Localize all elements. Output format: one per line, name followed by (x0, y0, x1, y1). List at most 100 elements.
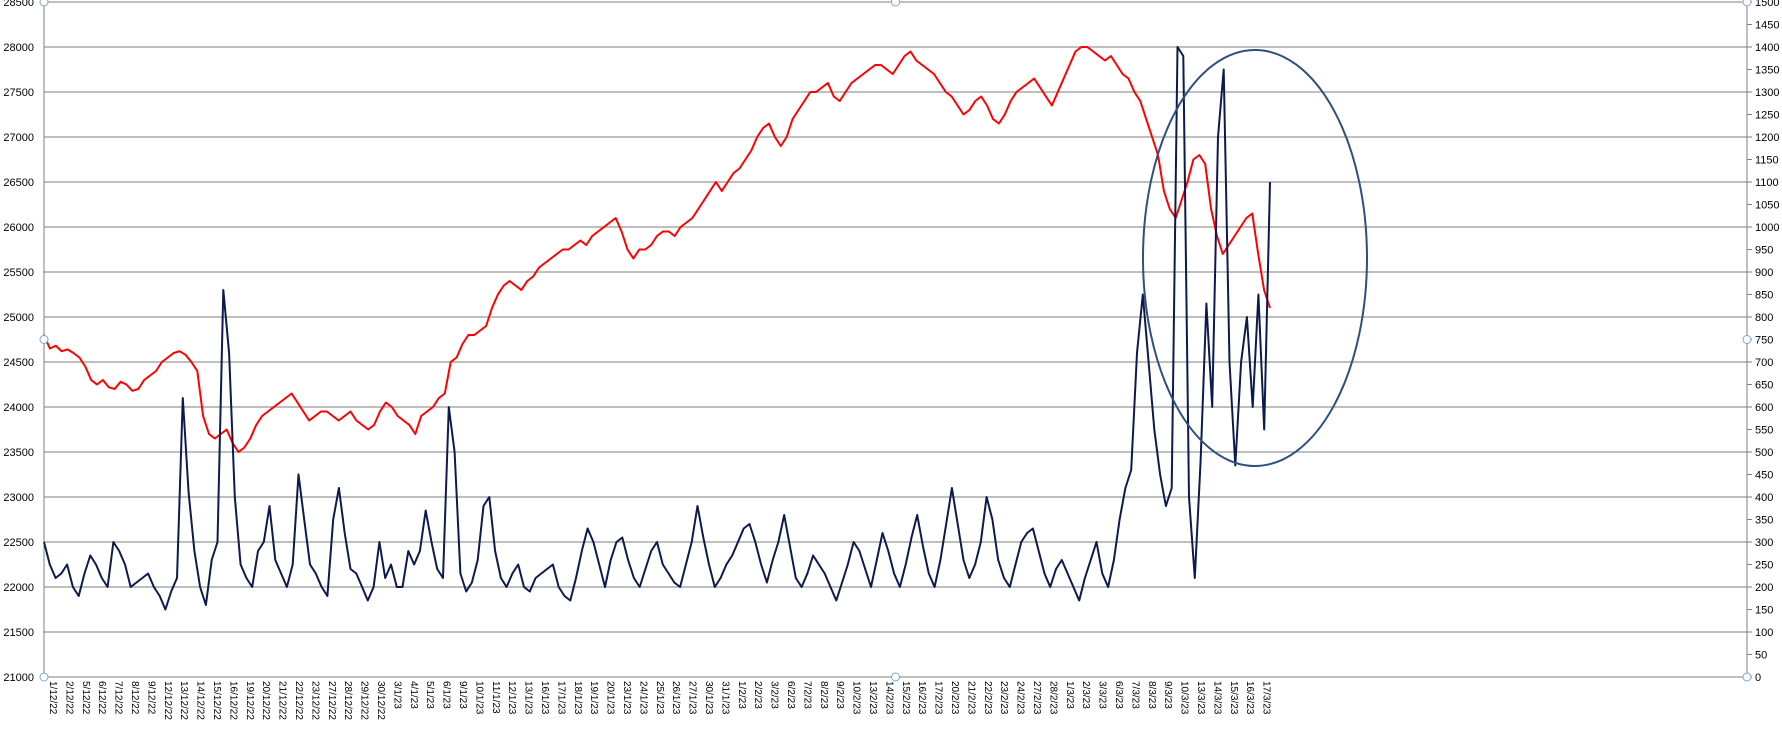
x-tick-label: 16/1/23 (539, 681, 550, 715)
x-tick-label: 16/2/23 (916, 681, 927, 715)
right-y-tick-label: 400 (1755, 492, 1773, 504)
right-y-tick-label: 200 (1755, 582, 1773, 594)
x-tick-label: 24/1/23 (637, 681, 648, 715)
x-tick-label: 3/3/23 (1097, 681, 1108, 709)
right-y-tick-label: 500 (1755, 447, 1773, 459)
series-line-left (43, 46, 1271, 453)
x-tick-label: 9/1/23 (457, 681, 468, 709)
x-axis-labels: 1/12/22 2/12/22 5/12/22 6/12/22 7/12/22 8/12/… (47, 681, 1272, 720)
x-tick-label: 1/2/23 (736, 681, 747, 709)
x-tick-label: 11/1/23 (490, 681, 501, 714)
left-y-tick-label: 23500 (3, 447, 34, 459)
x-tick-label: 7/3/23 (1129, 681, 1140, 709)
right-y-tick-label: 1150 (1755, 155, 1779, 167)
x-tick-label: 3/2/23 (769, 681, 780, 709)
x-tick-label: 15/2/23 (900, 681, 911, 715)
x-tick-label: 12/12/22 (162, 681, 173, 720)
x-tick-label: 14/2/23 (883, 681, 894, 715)
right-y-tick-label: 0 (1755, 672, 1761, 684)
x-tick-label: 2/12/22 (63, 681, 74, 715)
left-y-tick-label: 28000 (3, 42, 34, 54)
right-y-tick-label: 1400 (1755, 42, 1779, 54)
x-tick-label: 17/2/23 (933, 681, 944, 715)
x-tick-label: 7/2/23 (801, 681, 812, 709)
right-y-tick-label: 1200 (1755, 132, 1779, 144)
x-tick-label: 9/12/22 (145, 681, 156, 715)
right-y-tick-label: 950 (1755, 245, 1773, 257)
x-tick-label: 23/12/22 (309, 681, 320, 720)
left-y-axis-labels: 21000 21500 22000 22500 23000 23500 24000 24500… (3, 0, 34, 684)
left-y-tick-label: 24500 (3, 357, 34, 369)
right-y-tick-label: 1000 (1755, 222, 1779, 234)
right-y-tick-label: 300 (1755, 537, 1773, 549)
x-tick-label: 17/1/23 (555, 681, 566, 715)
selection-handle (1742, 335, 1752, 344)
x-tick-label: 27/12/22 (326, 681, 337, 720)
right-y-tick-label: 150 (1755, 605, 1773, 617)
selection-handle (39, 0, 49, 7)
highlight-ellipse (1142, 49, 1368, 467)
right-y-tick-label: 1300 (1755, 87, 1779, 99)
left-y-tick-label: 28500 (3, 0, 34, 9)
x-tick-label: 19/12/22 (244, 681, 255, 720)
right-y-tick-label: 700 (1755, 357, 1773, 369)
x-tick-label: 26/1/23 (670, 681, 681, 715)
x-tick-label: 30/1/23 (703, 681, 714, 715)
x-tick-label: 31/1/23 (719, 681, 730, 715)
x-tick-label: 7/12/22 (113, 681, 124, 715)
right-y-tick-label: 250 (1755, 560, 1773, 572)
right-y-tick-label: 350 (1755, 515, 1773, 527)
x-tick-label: 2/3/23 (1080, 681, 1091, 709)
right-y-tick-label: 650 (1755, 380, 1773, 392)
x-tick-label: 10/1/23 (473, 681, 484, 715)
x-tick-label: 28/2/23 (1047, 681, 1058, 715)
x-tick-label: 6/12/22 (96, 681, 107, 715)
right-y-tick-label: 450 (1755, 470, 1773, 482)
x-tick-label: 9/3/23 (1162, 681, 1173, 709)
x-tick-label: 4/1/23 (408, 681, 419, 709)
x-tick-label: 15/3/23 (1228, 681, 1239, 715)
x-tick-label: 1/3/23 (1064, 681, 1075, 709)
x-tick-label: 10/3/23 (1179, 681, 1190, 715)
x-tick-label: 20/12/22 (260, 681, 271, 720)
right-y-tick-label: 1500 (1755, 0, 1779, 9)
series-layer (43, 46, 1271, 611)
selection-handle (1742, 672, 1752, 682)
left-y-tick-label: 21000 (3, 672, 34, 684)
x-tick-label: 8/3/23 (1146, 681, 1157, 709)
x-tick-label: 8/12/22 (129, 681, 140, 715)
x-tick-label: 6/1/23 (441, 681, 452, 709)
selection-handle (1742, 0, 1752, 7)
x-tick-label: 27/2/23 (1031, 681, 1042, 715)
x-tick-label: 6/3/23 (1113, 681, 1124, 709)
left-y-tick-label: 24000 (3, 402, 34, 414)
left-y-tick-label: 25000 (3, 312, 34, 324)
x-tick-label: 19/1/23 (588, 681, 599, 715)
left-y-tick-label: 27000 (3, 132, 34, 144)
left-y-tick-label: 22000 (3, 582, 34, 594)
left-y-tick-label: 23000 (3, 492, 34, 504)
x-tick-label: 15/12/22 (211, 681, 222, 720)
x-tick-label: 28/12/22 (342, 681, 353, 720)
x-tick-label: 13/1/23 (523, 681, 534, 715)
x-tick-label: 22/2/23 (982, 681, 993, 715)
x-tick-label: 21/12/22 (277, 681, 288, 720)
left-y-tick-label: 26000 (3, 222, 34, 234)
x-tick-label: 3/1/23 (391, 681, 402, 709)
x-tick-label: 13/2/23 (867, 681, 878, 715)
selection-handles (39, 0, 1752, 682)
x-tick-label: 14/3/23 (1211, 681, 1222, 715)
right-y-tick-label: 1100 (1755, 177, 1779, 189)
right-y-tick-label: 1250 (1755, 110, 1779, 122)
right-y-axis-labels: 0 50 100 150 200 250 300 350 400 450 500 550 600 650 7… (1747, 0, 1779, 684)
x-tick-label: 29/12/22 (359, 681, 370, 720)
x-tick-label: 16/12/22 (227, 681, 238, 720)
x-tick-label: 18/1/23 (572, 681, 583, 715)
right-y-tick-label: 550 (1755, 425, 1773, 437)
selection-handle (891, 672, 900, 682)
x-tick-label: 10/2/23 (851, 681, 862, 715)
x-tick-label: 2/2/23 (752, 681, 763, 709)
x-tick-label: 1/12/22 (47, 681, 58, 715)
right-y-tick-label: 900 (1755, 267, 1773, 279)
